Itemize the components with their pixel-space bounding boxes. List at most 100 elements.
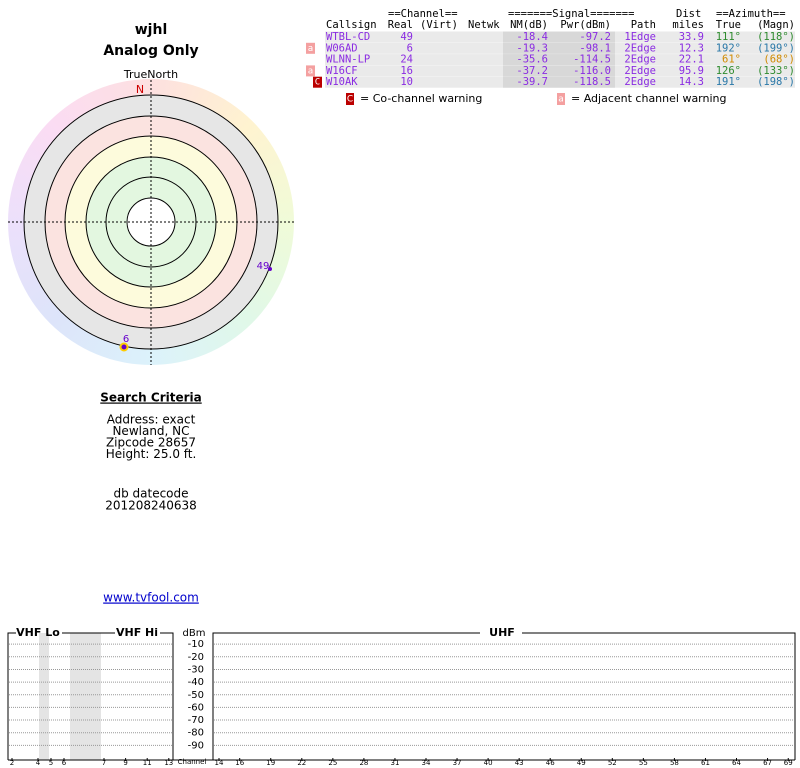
y-tick-label: -20 — [188, 652, 204, 663]
power: -114.5 — [573, 54, 611, 66]
north-marker: N — [136, 83, 144, 96]
azimuth-magn: (199°) — [757, 42, 795, 54]
warning-letter: a — [308, 66, 313, 76]
datecode-label: db datecode — [113, 487, 188, 501]
column-header: (Virt) — [420, 19, 458, 31]
spectrum: VHF Lo VHF Hi UHF dBm-10 -20-30 -40 -50-60 -70 -… — [7, 626, 796, 767]
azimuth-true: 191° — [716, 76, 741, 88]
x-tick-label: 52 — [608, 759, 617, 767]
azimuth-true: 192° — [716, 42, 741, 54]
signal-bg — [503, 42, 615, 54]
column-header: Real — [388, 19, 413, 31]
azimuth-true: 126° — [716, 65, 741, 77]
column-header: Pwr(dBm) — [560, 19, 611, 31]
signal-bg — [503, 54, 615, 66]
column-header: Netwk — [468, 19, 500, 31]
x-tick-label: 61 — [701, 759, 710, 767]
station-point — [268, 267, 272, 271]
search-line: Height: 25.0 ft. — [106, 447, 197, 461]
azimuth-magn: (68°) — [763, 54, 795, 66]
signal-bg — [503, 65, 615, 77]
y-tick-label: -10 — [188, 639, 204, 650]
path: 2Edge — [624, 42, 656, 54]
x-tick-label: 58 — [670, 759, 679, 767]
channel: 49 — [400, 31, 413, 43]
callsign: WLNN-LP — [326, 54, 370, 66]
column-header: miles — [672, 19, 704, 31]
legend-icon-letter: a — [558, 95, 564, 105]
x-tick-label: 34 — [422, 759, 431, 767]
x-tick-label: 49 — [577, 759, 586, 767]
distance: 14.3 — [679, 76, 704, 88]
warning-icon — [306, 65, 315, 77]
power: -118.5 — [573, 76, 611, 88]
x-tick-label: 64 — [732, 759, 741, 767]
group-header: =======Signal======= — [508, 8, 634, 20]
legend-text: = Co-channel warning — [360, 92, 482, 105]
legend-text: = Adjacent channel warning — [571, 92, 727, 105]
noise-margin: -19.3 — [516, 42, 548, 54]
column-header: (Magn) — [757, 19, 795, 31]
legend-icon — [557, 93, 565, 105]
y-tick-label: -30 — [188, 664, 204, 675]
column-header: True — [716, 19, 741, 31]
datecode: 201208240638 — [105, 499, 197, 513]
distance: 12.3 — [679, 42, 704, 54]
callsign: WTBL-CD — [326, 31, 370, 43]
x-tick-label: 13 — [164, 759, 173, 767]
signal-bg — [503, 76, 615, 88]
band-label: VHF Lo — [16, 626, 60, 639]
group-header: ==Channel== — [388, 8, 458, 20]
band-label: VHF Hi — [116, 626, 158, 639]
noise-margin: -35.6 — [516, 54, 548, 66]
warning-letter: C — [315, 78, 320, 88]
distance: 33.9 — [679, 31, 704, 43]
x-tick-label: 46 — [546, 759, 555, 767]
unit-label: dBm — [183, 628, 206, 639]
link[interactable]: www.tvfool.com — [103, 591, 199, 605]
noise-margin: -18.4 — [516, 31, 548, 43]
station-point — [119, 342, 129, 352]
x-tick-label: 9 — [123, 759, 127, 767]
station-label: 6 — [123, 334, 129, 345]
x-tick-label: 2 — [10, 759, 14, 767]
band-label: UHF — [489, 626, 515, 639]
station-table: ==Channel== =======Signal======= Dist ==Azi… — [306, 8, 795, 88]
signal-bg — [503, 31, 615, 43]
y-tick-label: -90 — [188, 740, 204, 751]
x-tick-label: 25 — [328, 759, 337, 767]
distance: 22.1 — [679, 54, 704, 66]
x-axis-label: Channel — [178, 758, 207, 766]
group-header: ==Azimuth== — [716, 8, 786, 20]
callsign: W10AK — [326, 76, 358, 88]
legend: C = Co-channel warning a = Adjacent channel… — [346, 92, 727, 105]
x-tick-label: 11 — [143, 759, 152, 767]
azimuth-magn: (118°) — [757, 31, 795, 43]
title: wjhl — [135, 22, 168, 38]
x-tick-label: 28 — [359, 759, 368, 767]
x-tick-label: 22 — [297, 759, 306, 767]
column-header: NM(dB) — [510, 19, 548, 31]
path: 1Edge — [624, 31, 656, 43]
station-label: 49 — [257, 261, 270, 272]
x-tick-label: 7 — [102, 759, 106, 767]
distance: 95.9 — [679, 65, 704, 77]
x-tick-label: 69 — [784, 759, 793, 767]
callsign: W16CF — [326, 65, 358, 77]
y-tick-label: -60 — [188, 702, 204, 713]
azimuth-magn: (133°) — [757, 65, 795, 77]
x-tick-label: 55 — [639, 759, 648, 767]
azimuth-true: 111° — [716, 31, 741, 43]
x-tick-label: 6 — [62, 759, 67, 767]
y-tick-label: -50 — [188, 690, 204, 701]
warning-icon — [306, 42, 315, 54]
channel: 10 — [400, 76, 413, 88]
subtitle: Analog Only — [103, 43, 198, 59]
column-header: Path — [631, 19, 656, 31]
azimuth-magn: (198°) — [757, 76, 795, 88]
north-label: TrueNorth — [123, 68, 178, 81]
x-tick-label: 19 — [266, 759, 275, 767]
